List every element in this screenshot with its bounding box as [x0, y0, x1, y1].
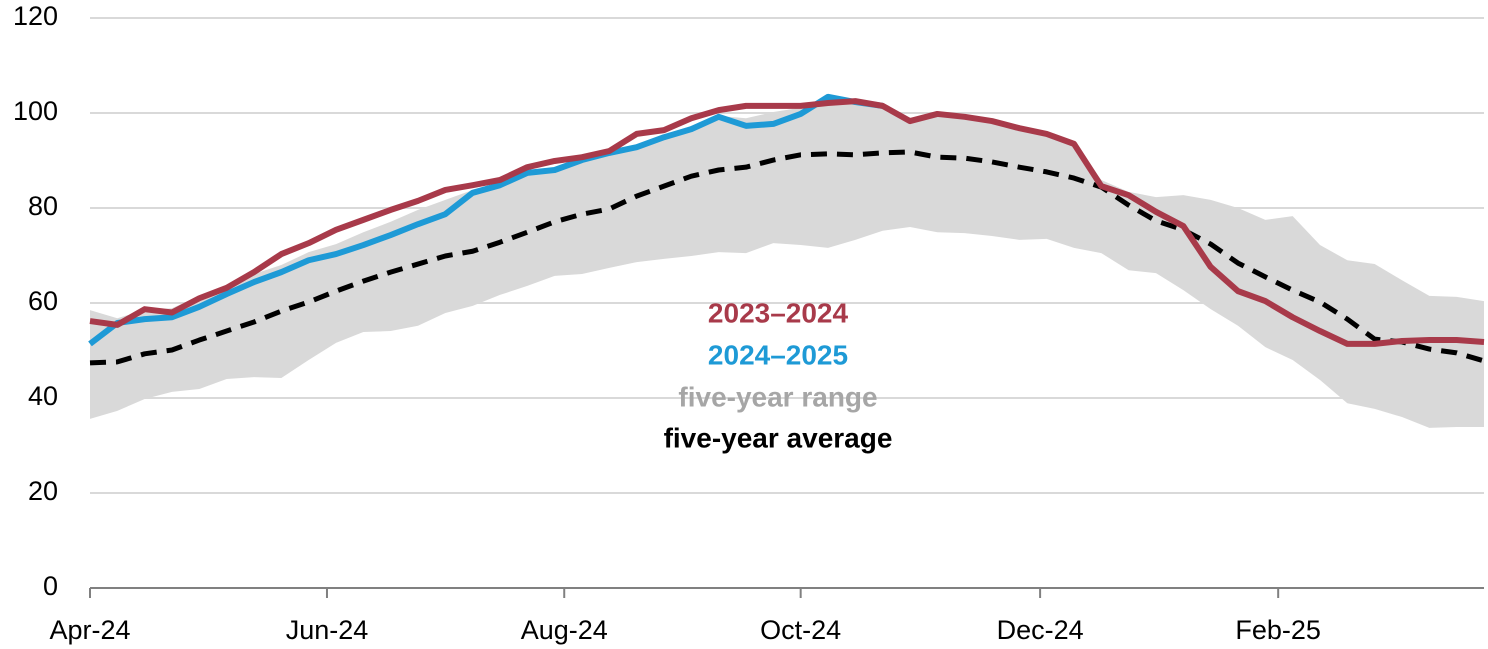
legend-label: five-year average	[664, 422, 893, 453]
x-tick-label: Aug-24	[521, 615, 608, 645]
series-line	[89, 149, 1485, 366]
series-line	[89, 98, 1485, 347]
x-tick-label: Jun-24	[286, 615, 369, 645]
x-tick-label: Feb-25	[1235, 615, 1321, 645]
y-tick-label: 80	[28, 191, 58, 221]
y-tick-label: 60	[28, 286, 58, 316]
y-tick-label: 20	[28, 476, 58, 506]
x-tick-label: Apr-24	[49, 615, 130, 645]
y-tick-label: 120	[13, 1, 58, 31]
legend-label: five-year range	[678, 381, 877, 412]
y-tick-label: 100	[13, 96, 58, 126]
legend-label: 2023–2024	[708, 297, 849, 328]
y-tick-label: 40	[28, 381, 58, 411]
legend-label: 2024–2025	[708, 339, 848, 370]
x-tick-label: Oct-24	[760, 615, 841, 645]
y-tick-label: 0	[43, 571, 58, 601]
x-tick-label: Dec-24	[997, 615, 1084, 645]
series-line	[88, 93, 884, 347]
